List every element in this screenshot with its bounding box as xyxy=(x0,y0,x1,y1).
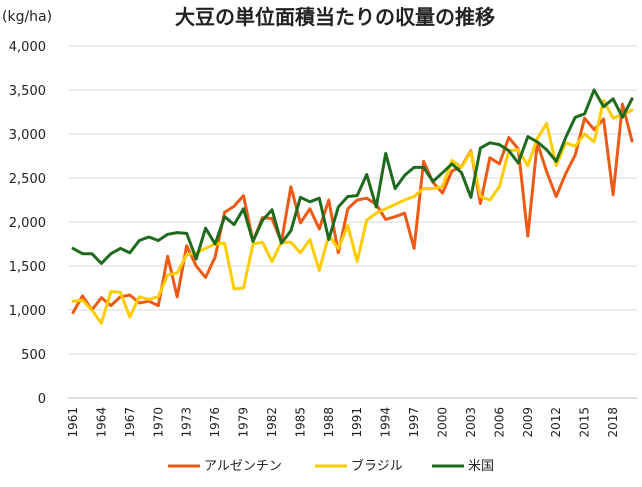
gridlines xyxy=(68,45,637,399)
y-tick-label: 1,000 xyxy=(9,304,46,319)
x-tick-label: 2009 xyxy=(521,407,535,438)
legend-label-0: アルゼンチン xyxy=(204,459,282,474)
legend-label-1: ブラジル xyxy=(351,458,403,474)
y-unit-label: (kg/ha) xyxy=(2,9,52,25)
x-tick-label: 2012 xyxy=(549,407,563,438)
x-tick-label: 1985 xyxy=(293,407,307,438)
x-tick-label: 2015 xyxy=(578,407,592,438)
series-line-0 xyxy=(71,102,634,315)
x-axis-ticks: 1961 1964 1967 1970 1973 1976 1979 1982 1985 1988… xyxy=(66,407,620,438)
y-tick-label: 3,500 xyxy=(9,84,46,99)
legend: アルゼンチン ブラジル 米国 xyxy=(168,458,494,474)
x-tick-label: 1988 xyxy=(322,407,336,438)
x-tick-label: 1961 xyxy=(66,407,80,438)
series-lines xyxy=(71,88,634,325)
x-tick-label: 1997 xyxy=(407,407,421,438)
x-tick-label: 1976 xyxy=(208,407,222,438)
x-tick-label: 2006 xyxy=(492,407,506,438)
x-tick-label: 2003 xyxy=(464,407,478,438)
x-tick-label: 1991 xyxy=(350,407,364,438)
y-tick-label: 2,000 xyxy=(9,216,46,231)
legend-label-2: 米国 xyxy=(468,459,494,474)
x-tick-label: 1982 xyxy=(265,407,279,438)
y-axis-ticks: 0 500 1,000 1,500 2,000 2,500 3,000 3,500 4,000 xyxy=(9,40,46,407)
y-tick-label: 2,500 xyxy=(9,172,46,187)
x-tick-label: 1967 xyxy=(123,407,137,438)
x-tick-label: 1994 xyxy=(379,407,393,438)
x-tick-label: 2000 xyxy=(436,407,450,438)
y-tick-label: 3,000 xyxy=(9,128,46,143)
chart-title: 大豆の単位面積当たりの収量の推移 xyxy=(175,5,495,29)
series-line-1 xyxy=(71,99,634,325)
x-tick-label: 1970 xyxy=(151,407,165,438)
x-tick-label: 2018 xyxy=(606,407,620,438)
x-tick-label: 1979 xyxy=(237,407,251,438)
x-tick-label: 1973 xyxy=(180,407,194,438)
y-tick-label: 0 xyxy=(38,392,46,407)
y-tick-label: 4,000 xyxy=(9,40,46,55)
series-line-2 xyxy=(71,88,634,265)
y-tick-label: 500 xyxy=(21,348,46,363)
y-tick-label: 1,500 xyxy=(9,260,46,275)
x-tick-label: 1964 xyxy=(94,407,108,438)
